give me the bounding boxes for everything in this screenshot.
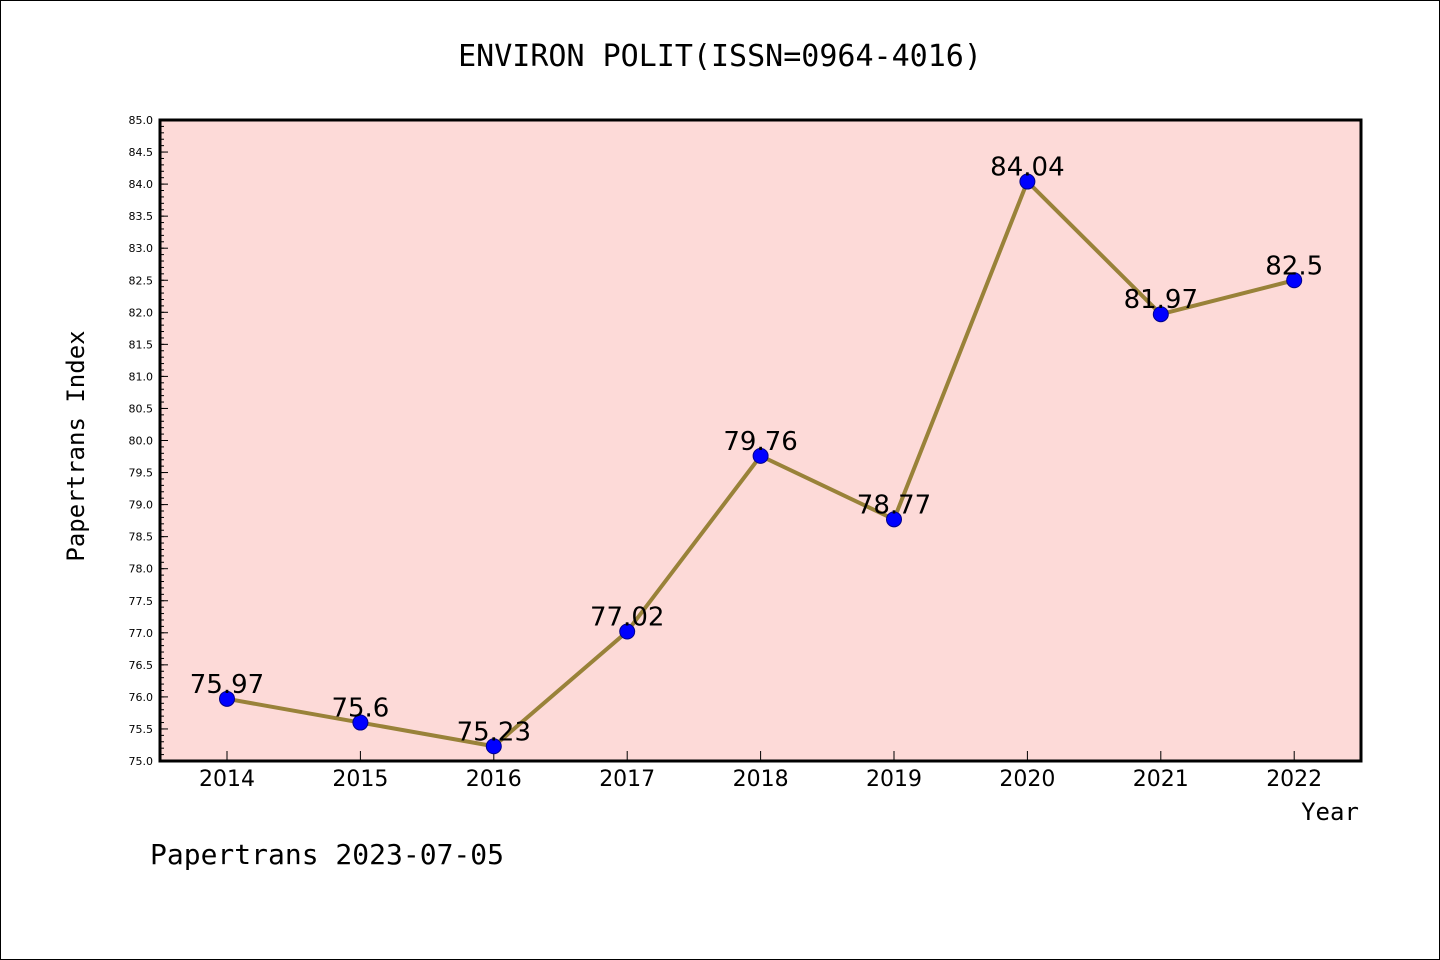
y-tick-label: 79.0 bbox=[129, 499, 154, 512]
y-tick-label: 78.5 bbox=[129, 531, 154, 544]
y-tick-label: 84.0 bbox=[129, 178, 154, 191]
x-tick-label: 2022 bbox=[1266, 767, 1322, 792]
y-tick-label: 77.5 bbox=[129, 595, 154, 608]
y-tick-label: 78.0 bbox=[129, 563, 154, 576]
y-tick-label: 75.0 bbox=[129, 755, 154, 768]
y-tick-label: 75.5 bbox=[129, 723, 154, 736]
data-label: 81.97 bbox=[1124, 285, 1198, 315]
data-point-marker bbox=[1152, 306, 1169, 323]
y-tick-label: 77.0 bbox=[129, 627, 154, 640]
data-label: 84.04 bbox=[990, 153, 1064, 183]
y-tick-label: 83.5 bbox=[129, 210, 154, 223]
chart-title: ENVIRON POLIT(ISSN=0964-4016) bbox=[458, 39, 982, 74]
data-point-marker bbox=[1019, 173, 1036, 190]
data-point-marker bbox=[352, 714, 369, 731]
footer-note: Papertrans 2023-07-05 bbox=[150, 838, 504, 871]
x-tick-label: 2021 bbox=[1133, 767, 1189, 792]
y-axis-label: Papertrans Index bbox=[62, 330, 90, 561]
x-axis-label: Year bbox=[1301, 798, 1359, 826]
data-point-marker bbox=[1286, 272, 1303, 289]
y-axis: 75.0 75.5 76.0 76.5 77.0 77.5 78.0 78.5 79.0 79.5… bbox=[129, 114, 168, 768]
data-point-marker bbox=[886, 511, 902, 528]
data-label: 77.02 bbox=[590, 603, 664, 633]
data-label: 75.6 bbox=[331, 694, 389, 724]
x-tick-label: 2014 bbox=[199, 767, 255, 792]
y-tick-label: 80.5 bbox=[129, 402, 154, 415]
y-tick-label: 85.0 bbox=[129, 114, 154, 127]
data-label: 78.77 bbox=[857, 490, 931, 520]
y-tick-label: 82.5 bbox=[129, 274, 154, 287]
y-tick-label: 82.0 bbox=[129, 306, 154, 319]
data-point-marker bbox=[619, 623, 636, 640]
x-tick-label: 2018 bbox=[733, 767, 789, 792]
plot-area bbox=[160, 120, 1361, 761]
data-label: 75.97 bbox=[190, 670, 264, 700]
y-tick-label: 81.0 bbox=[129, 370, 154, 383]
x-tick-label: 2019 bbox=[866, 767, 922, 792]
y-tick-label: 76.5 bbox=[129, 659, 154, 672]
data-point-marker bbox=[219, 690, 235, 707]
y-tick-label: 84.5 bbox=[129, 146, 154, 159]
x-tick-label: 2017 bbox=[599, 767, 655, 792]
x-tick-label: 2020 bbox=[999, 767, 1055, 792]
data-point-marker bbox=[752, 447, 769, 464]
y-tick-label: 76.0 bbox=[129, 691, 154, 704]
data-label: 75.23 bbox=[457, 717, 531, 747]
x-tick-label: 2016 bbox=[466, 767, 522, 792]
y-tick-label: 79.5 bbox=[129, 467, 154, 480]
y-tick-label: 83.0 bbox=[129, 242, 154, 255]
data-label: 82.5 bbox=[1265, 251, 1323, 281]
series-group: 75.97 75.6 75.23 77.02 79.76 78.77 84.04 81.97 8… bbox=[190, 153, 1323, 755]
y-tick-label: 81.5 bbox=[129, 338, 154, 351]
y-tick-label: 80.0 bbox=[129, 435, 154, 448]
data-point-marker bbox=[485, 738, 502, 755]
plot-border bbox=[158, 118, 1363, 763]
x-tick-label: 2015 bbox=[332, 767, 388, 792]
x-axis: 2014 2015 2016 2017 2018 2019 2020 2021 2022 bbox=[199, 751, 1322, 792]
data-label: 79.76 bbox=[723, 427, 797, 457]
